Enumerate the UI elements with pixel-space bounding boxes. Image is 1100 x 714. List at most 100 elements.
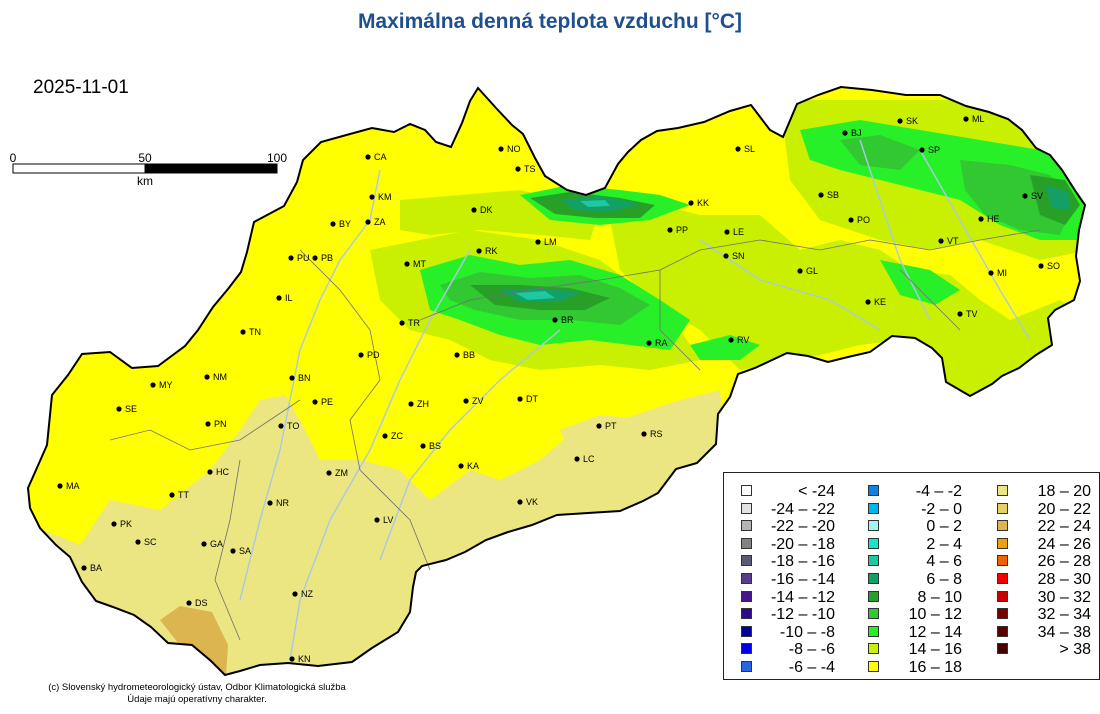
legend-swatch: [868, 590, 879, 602]
station-ds: DS: [186, 598, 208, 608]
legend-swatch: [868, 537, 879, 549]
legend-swatch: [868, 520, 879, 532]
station-dot: [267, 500, 273, 506]
station-dot: [596, 423, 602, 429]
station-dot: [1038, 263, 1044, 269]
station-sl: SL: [735, 144, 755, 154]
legend-label: 8 – 10: [917, 588, 962, 606]
station-se: SE: [116, 404, 137, 414]
station-dot: [818, 192, 824, 198]
legend-label: -20 – -18: [770, 535, 835, 553]
legend-label: -22 – -20: [770, 518, 835, 536]
station-dot: [471, 207, 477, 213]
station-label: PU: [297, 253, 310, 263]
station-dot: [957, 311, 963, 317]
station-dot: [865, 299, 871, 305]
station-label: RA: [655, 338, 668, 348]
legend-label: 0 – 2: [926, 518, 962, 536]
station-km: KM: [369, 192, 392, 202]
station-dot: [552, 317, 558, 323]
station-label: BY: [339, 219, 351, 229]
station-sk: SK: [897, 116, 918, 126]
station-label: NR: [276, 498, 289, 508]
station-label: TO: [287, 421, 299, 431]
station-no: NO: [498, 144, 521, 154]
scale-tick-0: 0: [10, 151, 17, 165]
legend-swatch: [741, 502, 752, 514]
station-nz: NZ: [292, 589, 313, 599]
station-label: ZV: [472, 396, 484, 406]
station-label: HC: [216, 467, 229, 477]
station-dot: [454, 352, 460, 358]
legend-swatch: [997, 485, 1008, 496]
station-label: LC: [583, 454, 595, 464]
station-nr: NR: [267, 498, 289, 508]
scale-bar: 0 50 100 km: [10, 151, 288, 188]
station-by: BY: [330, 219, 351, 229]
station-label: SC: [144, 537, 157, 547]
station-dot: [186, 600, 192, 606]
station-label: GA: [210, 539, 223, 549]
station-label: BS: [429, 441, 441, 451]
station-label: PE: [321, 397, 333, 407]
station-label: ZM: [335, 468, 348, 478]
legend-label: > 38: [1059, 641, 1091, 659]
legend-swatch: [741, 572, 752, 584]
station-dot: [420, 443, 426, 449]
station-vt: VT: [938, 236, 959, 246]
legend-label: 12 – 14: [908, 623, 962, 641]
station-label: SV: [1031, 191, 1043, 201]
station-hc: HC: [207, 467, 229, 477]
station-label: TN: [249, 327, 261, 337]
station-label: PT: [605, 421, 617, 431]
legend-swatch: [868, 572, 879, 584]
station-dot: [150, 382, 156, 388]
station-label: KK: [697, 198, 709, 208]
station-label: MA: [66, 481, 80, 491]
station-ke: KE: [865, 297, 886, 307]
legend-label: 20 – 22: [1037, 500, 1091, 518]
station-label: VT: [947, 236, 959, 246]
legend-label: 34 – 38: [1037, 623, 1091, 641]
station-bb: BB: [454, 350, 475, 360]
station-label: VK: [526, 497, 538, 507]
legend-label: -8 – -6: [788, 641, 835, 659]
map-date: 2025-11-01: [33, 77, 129, 98]
station-ka: KA: [458, 461, 479, 471]
station-ra: RA: [646, 338, 668, 348]
legend-label: 26 – 28: [1037, 553, 1091, 571]
station-tt: TT: [169, 490, 189, 500]
station-dot: [207, 469, 213, 475]
station-dot: [116, 406, 122, 412]
legend-swatch: [741, 485, 752, 496]
copyright-line-1: (c) Slovenský hydrometeorologický ústav,…: [48, 682, 346, 693]
station-dot: [289, 375, 295, 381]
station-label: HE: [987, 214, 1000, 224]
station-dot: [205, 421, 211, 427]
legend-swatch: [741, 555, 752, 567]
station-sp: SP: [919, 145, 940, 155]
station-to: TO: [278, 421, 299, 431]
legend-swatch: [741, 660, 752, 672]
scale-tick-50: 50: [138, 151, 152, 165]
station-dot: [463, 398, 469, 404]
station-label: MI: [997, 268, 1007, 278]
station-kn: KN: [289, 654, 311, 664]
station-dot: [476, 248, 482, 254]
station-dot: [515, 166, 521, 172]
station-so: SO: [1038, 261, 1060, 271]
station-dot: [374, 517, 380, 523]
legend-label: 18 – 20: [1037, 483, 1091, 500]
station-po: PO: [848, 215, 870, 225]
legend-label: 2 – 4: [926, 535, 962, 553]
station-dot: [667, 227, 673, 233]
rivers: [239, 139, 1031, 661]
copyright-line-2: Údaje majú operatívny charakter.: [127, 694, 267, 705]
station-label: DT: [526, 394, 538, 404]
station-sn: SN: [723, 251, 745, 261]
legend-swatch: [741, 590, 752, 602]
legend-label: 14 – 16: [908, 641, 962, 659]
station-label: IL: [285, 293, 293, 303]
station-pb: PB: [312, 253, 333, 263]
station-dot: [574, 456, 580, 462]
